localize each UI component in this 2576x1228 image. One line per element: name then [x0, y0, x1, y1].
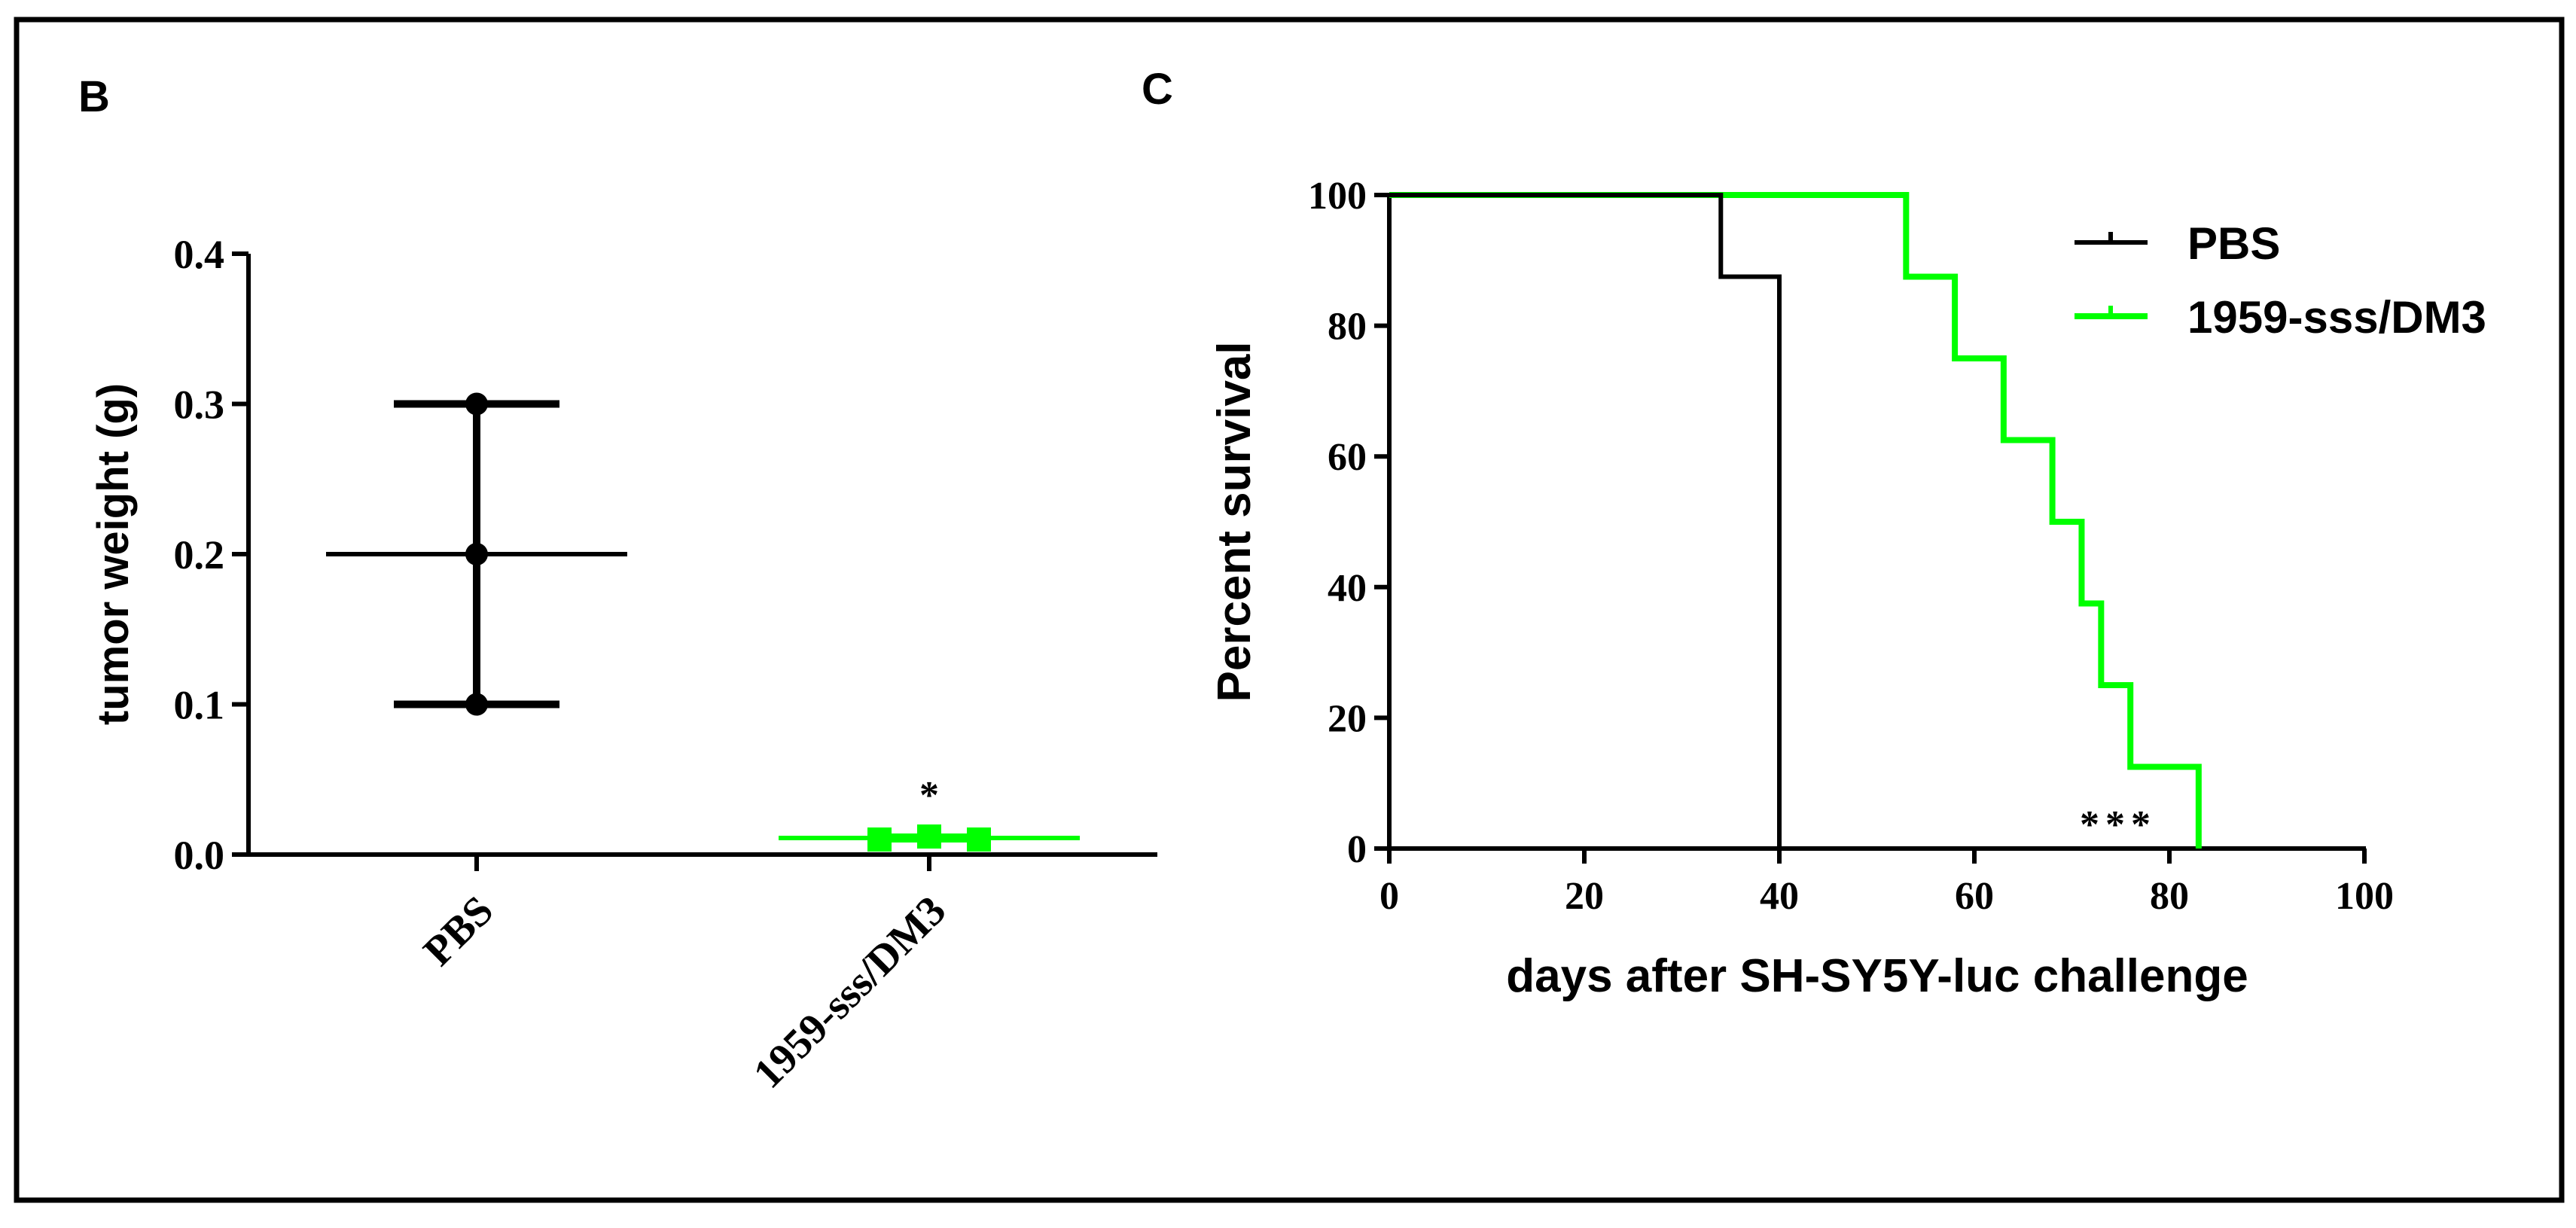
figure-border	[14, 17, 2565, 1203]
panel-c-legend: PBS 1959-sss/DM3	[2075, 218, 2486, 343]
panel-b-label: B	[78, 72, 110, 121]
panel-b-data-point	[465, 392, 488, 416]
panel-c-y-tick-label: 100	[1308, 175, 1367, 218]
panel-b-y-tick-label: 0.0	[174, 833, 225, 878]
panel-b-y-tick-label: 0.2	[174, 532, 225, 577]
panel-c-y-ticks: 0 20 40 60 80 100	[1308, 175, 1389, 871]
panel-c-survival-line-treated	[1389, 192, 2202, 849]
panel-b-data-point	[917, 824, 941, 849]
panel-b-significance: *	[919, 774, 939, 817]
panel-b-y-ticks: 0.0 0.1 0.2 0.3 0.4	[174, 232, 248, 878]
panel-c-x-tick-label: 60	[1955, 875, 1994, 918]
panel-b-series-pbs	[326, 392, 627, 716]
panel-b-data-point	[465, 693, 488, 716]
panel-b-y-tick-label: 0.1	[174, 683, 225, 728]
panel-c-legend-label: PBS	[2187, 218, 2280, 269]
panel-b-y-axis-label: tumor weight (g)	[89, 383, 138, 725]
panel-c-label: C	[1142, 65, 1173, 114]
panel-c-series	[1389, 192, 2202, 849]
panel-c-legend-label: 1959-sss/DM3	[2187, 292, 2486, 343]
panel-c-y-tick-label: 0	[1347, 828, 1367, 871]
panel-b-series: *	[326, 392, 1080, 852]
panel-c-x-tick-label: 20	[1565, 875, 1604, 918]
panel-c-x-tick-label: 0	[1379, 875, 1399, 918]
panel-c-x-tick-label: 100	[2335, 875, 2394, 918]
panel-c-x-axis-label: days after SH-SY5Y-luc challenge	[1506, 950, 2248, 1002]
panel-c-y-axis-label: Percent survival	[1209, 341, 1261, 702]
panel-c-x-ticks: 0 20 40 60 80 100	[1379, 849, 2394, 918]
panel-b-y-tick-label: 0.4	[174, 232, 225, 277]
panel-c-y-tick-label: 60	[1328, 436, 1367, 479]
panel-c-significance: ***	[2080, 803, 2157, 846]
panel-c-y-tick-label: 80	[1328, 306, 1367, 349]
panel-b-data-point	[967, 827, 991, 852]
panel-c-x-tick-label: 80	[2150, 875, 2189, 918]
panel-c: C 0 20 40 60 80 100 0 20 40 60 80 100 Percent surv…	[1142, 65, 2486, 1002]
panel-c-survival-line-pbs	[1389, 193, 1782, 849]
panel-b-series-treated: *	[779, 774, 1080, 852]
panel-b-y-tick-label: 0.3	[174, 382, 225, 428]
panel-b-data-point	[867, 827, 892, 852]
panel-c-x-tick-label: 40	[1760, 875, 1799, 918]
panel-c-y-tick-label: 20	[1328, 697, 1367, 740]
panel-b-data-point	[465, 543, 488, 565]
panel-c-y-tick-label: 40	[1328, 567, 1367, 610]
